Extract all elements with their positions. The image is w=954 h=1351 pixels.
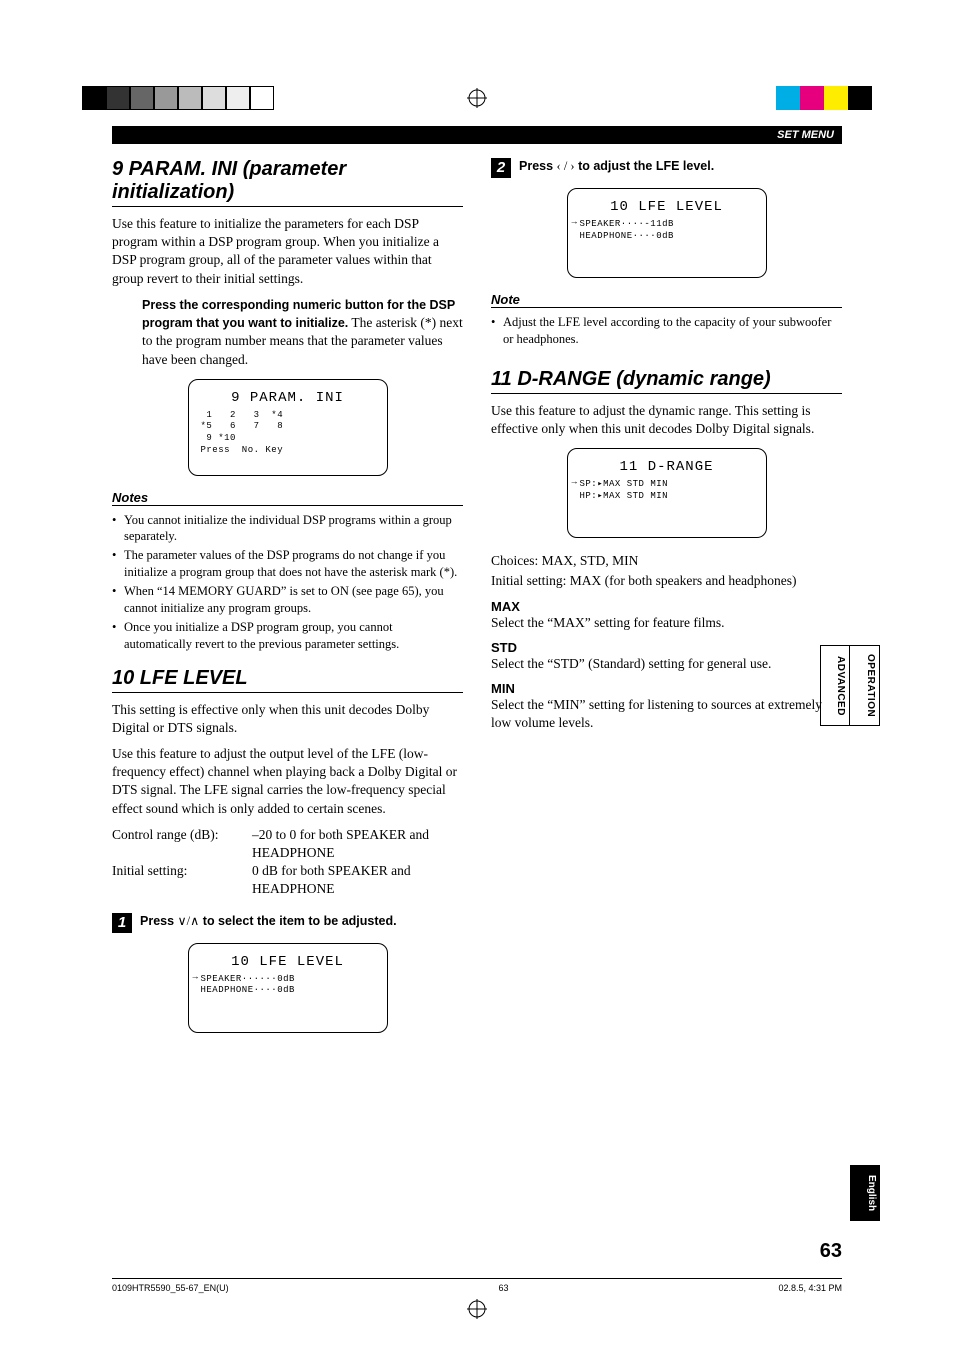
notes-heading: Notes [112, 490, 463, 506]
footer-left: 0109HTR5590_55-67_EN(U) [112, 1283, 229, 1293]
step-1: 1 Press ∨/∧ to select the item to be adj… [112, 913, 463, 933]
swatch [130, 86, 154, 110]
swatch [800, 86, 824, 110]
swatch [82, 86, 106, 110]
step-badge-1: 1 [112, 913, 132, 933]
registration-mark-bottom [467, 1299, 487, 1319]
lcd-line: HP:▸MAX STD MIN [580, 491, 754, 503]
side-tab-english: English [850, 1165, 880, 1221]
note-heading: Note [491, 292, 842, 308]
pointer-icon: → [572, 477, 577, 487]
lcd-line: SPEAKER······0dB [201, 974, 375, 986]
lcd-line: SP:▸MAX STD MIN [580, 479, 754, 491]
step-text-pre: Press [140, 914, 178, 928]
control-range-row: Control range (dB): –20 to 0 for both SP… [112, 826, 463, 862]
option-max-head: MAX [491, 599, 842, 614]
note-item: Once you initialize a DSP program group,… [112, 619, 463, 653]
step-2-text: Press ‹ / › to adjust the LFE level. [519, 158, 714, 176]
footer-center: 63 [499, 1283, 509, 1293]
notes-list: You cannot initialize the individual DSP… [112, 512, 463, 653]
initial-setting-label: Initial setting: [112, 862, 252, 898]
lcd-drange: → 11 D-RANGE SP:▸MAX STD MIN HP:▸MAX STD… [567, 448, 767, 538]
lcd-line: HEADPHONE····0dB [201, 985, 375, 997]
initial-setting-value: 0 dB for both SPEAKER and HEADPHONE [252, 862, 463, 898]
lcd-line: 1 2 3 *4 [201, 410, 375, 422]
option-min-head: MIN [491, 681, 842, 696]
side-tab-operation: OPERATION [850, 645, 880, 726]
control-range-value: –20 to 0 for both SPEAKER and HEADPHONE [252, 826, 463, 862]
arrow-glyph: ‹ / › [557, 159, 575, 173]
step-2: 2 Press ‹ / › to adjust the LFE level. [491, 158, 842, 178]
page-number: 63 [820, 1240, 842, 1263]
step-text-pre: Press [519, 159, 557, 173]
print-marks-bottom [0, 1299, 954, 1329]
pointer-icon: → [572, 217, 577, 227]
lcd-line: Press No. Key [201, 445, 375, 457]
lcd-lfe-2: → 10 LFE LEVEL SPEAKER····-11dB HEADPHON… [567, 188, 767, 278]
side-tabs: ADVANCED OPERATION [820, 645, 880, 726]
option-min-body: Select the “MIN” setting for listening t… [491, 696, 842, 732]
registration-mark-top [467, 88, 487, 108]
swatch [106, 86, 130, 110]
note-item: When “14 MEMORY GUARD” is set to ON (see… [112, 583, 463, 617]
option-std-body: Select the “STD” (Standard) setting for … [491, 655, 842, 673]
cmyk-bar [776, 86, 872, 110]
header-bar: SET MENU [112, 126, 842, 144]
swatch [154, 86, 178, 110]
section-9-instruction: Press the corresponding numeric button f… [142, 296, 463, 369]
step-text-post: to select the item to be adjusted. [199, 914, 396, 928]
footer-right: 02.8.5, 4:31 PM [778, 1283, 842, 1293]
lcd-line: 9 *10 [201, 433, 375, 445]
initial-setting-row: Initial setting: 0 dB for both SPEAKER a… [112, 862, 463, 898]
side-tab-advanced: ADVANCED [820, 645, 850, 726]
footer: 0109HTR5590_55-67_EN(U) 63 02.8.5, 4:31 … [112, 1278, 842, 1293]
lcd-line: *5 6 7 8 [201, 421, 375, 433]
section-10-p2: Use this feature to adjust the output le… [112, 745, 463, 818]
right-column: 2 Press ‹ / › to adjust the LFE level. →… [491, 158, 842, 1047]
section-10-title: 10 LFE LEVEL [112, 667, 463, 690]
left-column: 9 PARAM. INI (parameter initialization) … [112, 158, 463, 1047]
swatch [226, 86, 250, 110]
swatch [848, 86, 872, 110]
swatch [178, 86, 202, 110]
lcd-title: 11 D-RANGE [580, 459, 754, 475]
control-range-label: Control range (dB): [112, 826, 252, 862]
option-max-body: Select the “MAX” setting for feature fil… [491, 614, 842, 632]
arrow-glyph: ∨/∧ [178, 914, 200, 928]
choices-text: Choices: MAX, STD, MIN [491, 552, 842, 570]
note-item: Adjust the LFE level according to the ca… [491, 314, 842, 348]
step-text-post: to adjust the LFE level. [575, 159, 715, 173]
section-9-title: 9 PARAM. INI (parameter initialization) [112, 158, 463, 204]
lcd-param-ini: 9 PARAM. INI 1 2 3 *4 *5 6 7 8 9 *10 Pre… [188, 379, 388, 476]
lcd-line: HEADPHONE····0dB [580, 231, 754, 243]
note-item: You cannot initialize the individual DSP… [112, 512, 463, 546]
step-1-text: Press ∨/∧ to select the item to be adjus… [140, 913, 397, 931]
lcd-title: 10 LFE LEVEL [201, 954, 375, 970]
grayscale-bar [82, 86, 274, 110]
swatch [824, 86, 848, 110]
lcd-title: 9 PARAM. INI [201, 390, 375, 406]
step-badge-2: 2 [491, 158, 511, 178]
note-list: Adjust the LFE level according to the ca… [491, 314, 842, 348]
option-std-head: STD [491, 640, 842, 655]
print-marks-top [0, 40, 954, 80]
swatch [776, 86, 800, 110]
swatch [202, 86, 226, 110]
swatch [250, 86, 274, 110]
page-content: SET MENU 9 PARAM. INI (parameter initial… [112, 126, 842, 1047]
section-10-p1: This setting is effective only when this… [112, 701, 463, 737]
note-item: The parameter values of the DSP programs… [112, 547, 463, 581]
section-11-intro: Use this feature to adjust the dynamic r… [491, 402, 842, 438]
lcd-line: SPEAKER····-11dB [580, 219, 754, 231]
initial-text: Initial setting: MAX (for both speakers … [491, 572, 842, 590]
lcd-lfe-1: → 10 LFE LEVEL SPEAKER······0dB HEADPHON… [188, 943, 388, 1033]
lcd-title: 10 LFE LEVEL [580, 199, 754, 215]
pointer-icon: → [193, 972, 198, 982]
section-9-intro: Use this feature to initialize the param… [112, 215, 463, 288]
section-11-title: 11 D-RANGE (dynamic range) [491, 368, 842, 391]
